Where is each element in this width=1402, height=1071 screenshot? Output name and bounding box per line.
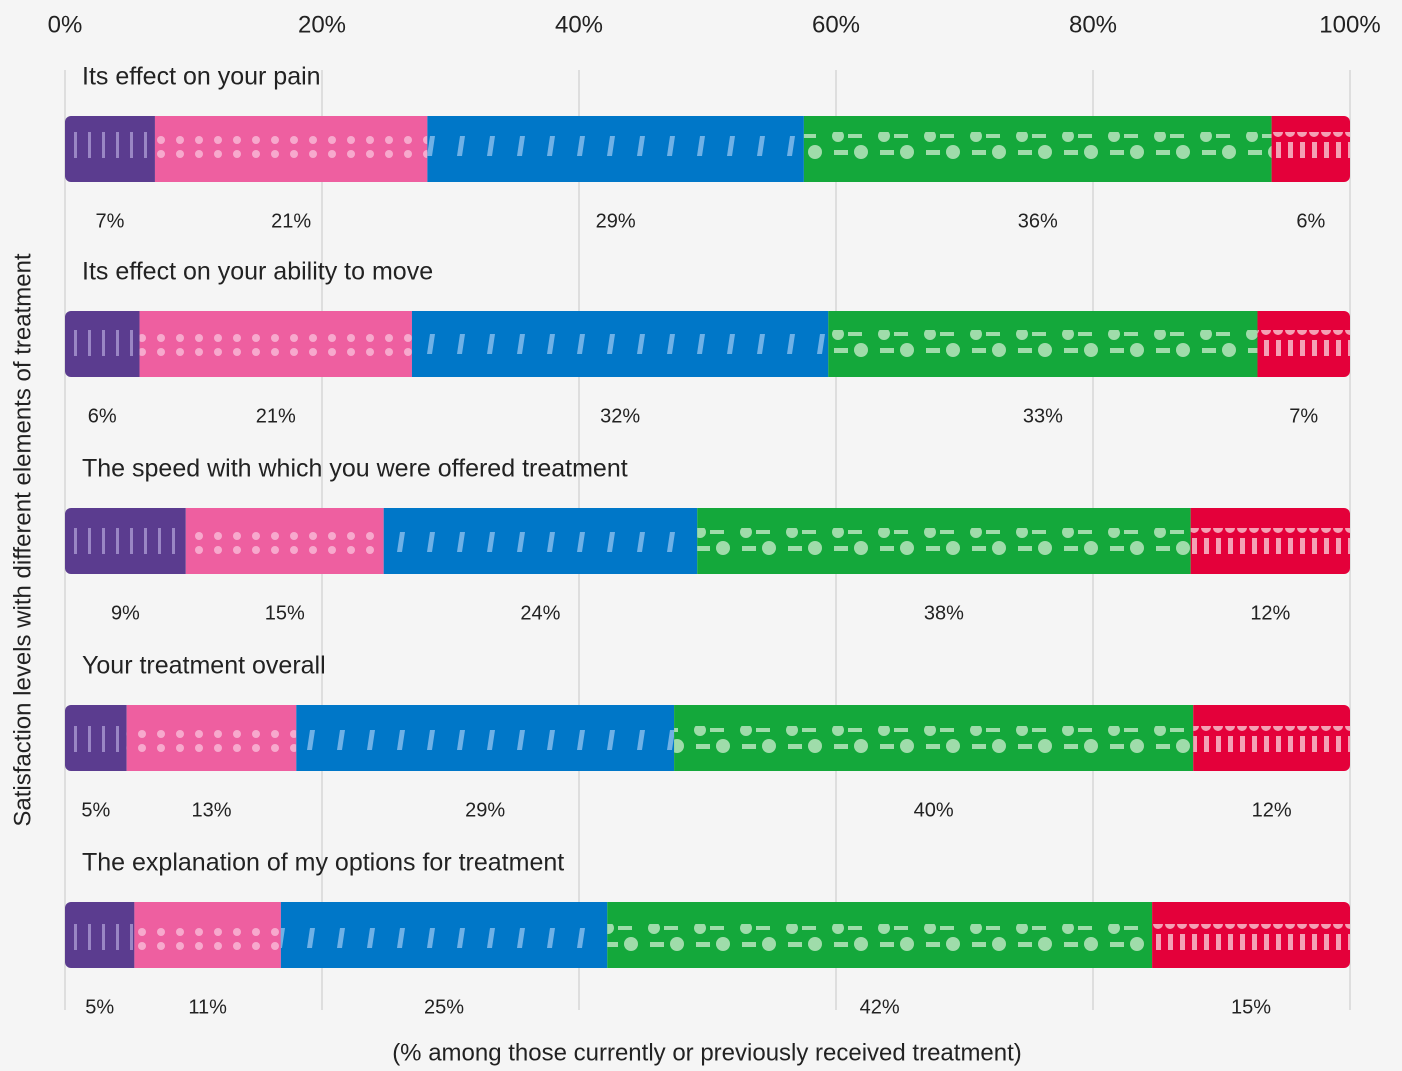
bar-row [65,902,1350,968]
bar-pattern [65,508,186,574]
value-label: 40% [914,799,954,821]
value-label: 29% [596,210,636,232]
value-label: 33% [1023,405,1063,427]
x-tick-label: 0% [48,11,83,38]
value-label: 5% [81,799,110,821]
value-label: 7% [96,210,125,232]
category-label: Your treatment overall [82,652,326,680]
value-label: 32% [600,405,640,427]
bar-pattern [1193,705,1350,771]
value-label: 29% [465,799,505,821]
category-label: The speed with which you were offered tr… [82,455,628,483]
x-tick-label: 20% [298,11,346,38]
value-label: 15% [1231,996,1271,1018]
bar-pattern [828,311,1258,377]
value-label: 7% [1289,405,1318,427]
value-label: 15% [265,602,305,624]
value-label: 24% [520,602,560,624]
bar-pattern [65,705,127,771]
y-axis-label: Satisfaction levels with different eleme… [9,253,36,827]
bar-pattern [1257,311,1350,377]
value-label: 36% [1018,210,1058,232]
value-label: 21% [256,405,296,427]
bar-pattern [674,705,1194,771]
bar-row [65,705,1350,771]
bar-pattern [607,902,1153,968]
value-label: 6% [1296,210,1325,232]
bar-pattern [126,705,297,771]
value-label: 25% [424,996,464,1018]
bar-pattern [296,705,675,771]
value-label: 11% [188,996,227,1018]
value-label: 9% [111,602,140,624]
bar-pattern [154,116,428,182]
bar-pattern [411,311,829,377]
value-label: 6% [88,405,117,427]
category-label: Its effect on your ability to move [82,258,433,286]
bar-pattern [697,508,1191,574]
x-tick-label: 60% [812,11,860,38]
x-tick-label: 100% [1319,11,1380,38]
x-tick-label: 40% [555,11,603,38]
bar-row [65,508,1350,574]
value-label: 21% [271,210,311,232]
bar-pattern [803,116,1272,182]
bar-pattern [427,116,804,182]
value-label: 12% [1250,602,1290,624]
value-label: 38% [924,602,964,624]
bar-row [65,311,1350,377]
bar-pattern [65,902,135,968]
bar-pattern [185,508,384,574]
bar-pattern [65,116,155,182]
category-label: The explanation of my options for treatm… [82,849,564,877]
value-label: 12% [1252,799,1292,821]
bar-pattern [65,311,140,377]
x-tick-label: 80% [1069,11,1117,38]
value-label: 42% [860,996,900,1018]
bar-pattern [134,902,281,968]
bar-pattern [1152,902,1350,968]
category-label: Its effect on your pain [82,63,321,91]
x-axis-label: (% among those currently or previously r… [392,1039,1022,1066]
bar-pattern [139,311,412,377]
value-label: 13% [191,799,231,821]
bar-pattern [1190,508,1350,574]
value-label: 5% [85,996,114,1018]
bar-pattern [383,508,698,574]
bar-pattern [280,902,608,968]
bar-pattern [1271,116,1350,182]
bar-row [65,116,1350,182]
